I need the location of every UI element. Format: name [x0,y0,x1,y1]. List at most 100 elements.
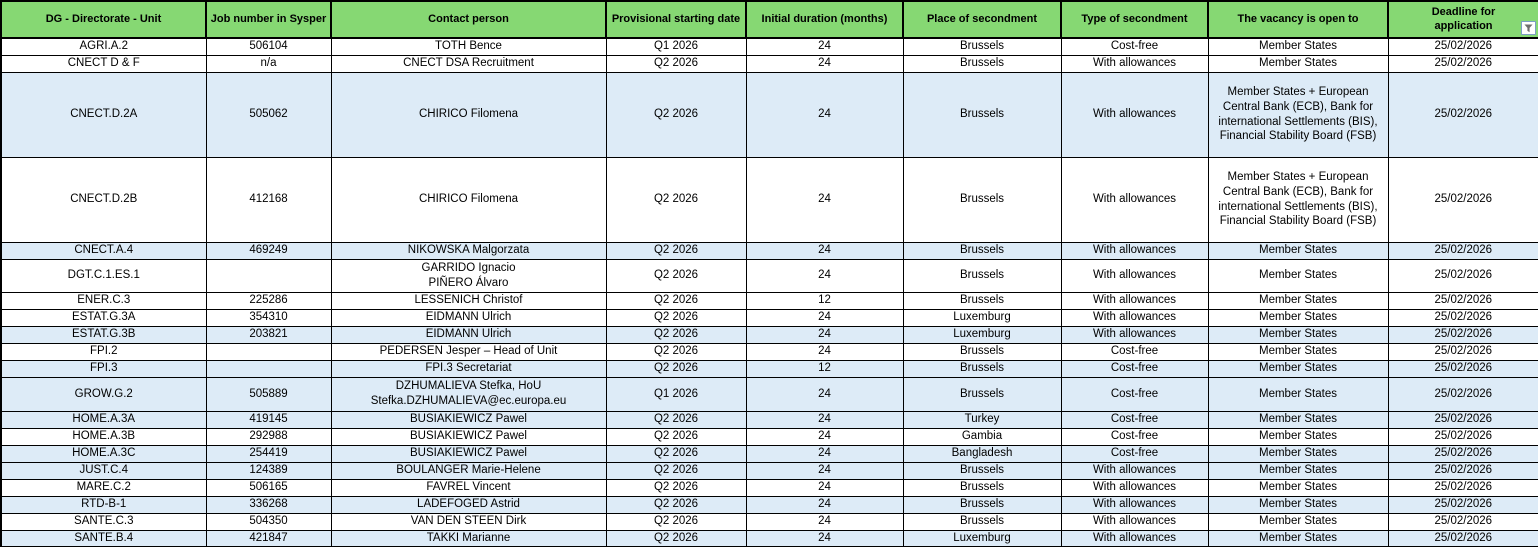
cell-type[interactable]: With allowances [1060,258,1209,293]
cell-deadline[interactable]: 25/02/2026 [1387,291,1538,310]
cell-dg[interactable]: HOME.A.3A [0,410,207,429]
cell-deadline[interactable]: 25/02/2026 [1387,529,1538,547]
cell-open-to[interactable]: Member States [1207,342,1389,361]
cell-dg[interactable]: CNECT.A.4 [0,241,207,260]
cell-duration[interactable]: 24 [745,512,904,531]
cell-job-number[interactable]: n/a [205,54,332,73]
cell-deadline[interactable]: 25/02/2026 [1387,495,1538,514]
cell-open-to[interactable]: Member States [1207,512,1389,531]
cell-place[interactable]: Brussels [902,461,1062,480]
cell-duration[interactable]: 24 [745,376,904,412]
cell-type[interactable]: With allowances [1060,308,1209,327]
cell-start[interactable]: Q2 2026 [605,156,747,243]
cell-open-to[interactable]: Member States [1207,478,1389,497]
column-header-place[interactable]: Place of secondment [902,0,1062,39]
cell-start[interactable]: Q1 2026 [605,376,747,412]
cell-contact[interactable]: DZHUMALIEVA Stefka, HoU Stefka.DZHUMALIE… [330,376,607,412]
cell-job-number[interactable]: 505062 [205,71,332,158]
cell-start[interactable]: Q2 2026 [605,512,747,531]
cell-deadline[interactable]: 25/02/2026 [1387,156,1538,243]
cell-place[interactable]: Brussels [902,478,1062,497]
cell-open-to[interactable]: Member States [1207,37,1389,56]
cell-type[interactable]: With allowances [1060,71,1209,158]
cell-job-number[interactable]: 506165 [205,478,332,497]
cell-dg[interactable]: SANTE.B.4 [0,529,207,547]
cell-job-number[interactable]: 419145 [205,410,332,429]
cell-contact[interactable]: FPI.3 Secretariat [330,359,607,378]
cell-type[interactable]: Cost-free [1060,37,1209,56]
cell-type[interactable]: With allowances [1060,495,1209,514]
cell-place[interactable]: Brussels [902,291,1062,310]
cell-type[interactable]: With allowances [1060,478,1209,497]
cell-start[interactable]: Q2 2026 [605,71,747,158]
cell-duration[interactable]: 24 [745,71,904,158]
cell-place[interactable]: Brussels [902,71,1062,158]
cell-place[interactable]: Bangladesh [902,444,1062,463]
cell-dg[interactable]: GROW.G.2 [0,376,207,412]
cell-dg[interactable]: RTD-B-1 [0,495,207,514]
cell-place[interactable]: Brussels [902,37,1062,56]
cell-place[interactable]: Luxemburg [902,325,1062,344]
cell-deadline[interactable]: 25/02/2026 [1387,54,1538,73]
cell-type[interactable]: With allowances [1060,325,1209,344]
cell-deadline[interactable]: 25/02/2026 [1387,478,1538,497]
cell-open-to[interactable]: Member States [1207,308,1389,327]
cell-duration[interactable]: 24 [745,478,904,497]
cell-type[interactable]: With allowances [1060,461,1209,480]
cell-dg[interactable]: CNECT.D.2B [0,156,207,243]
cell-deadline[interactable]: 25/02/2026 [1387,258,1538,293]
cell-job-number[interactable] [205,258,332,293]
cell-place[interactable]: Brussels [902,342,1062,361]
cell-dg[interactable]: CNECT.D.2A [0,71,207,158]
cell-contact[interactable]: CHIRICO Filomena [330,156,607,243]
cell-start[interactable]: Q2 2026 [605,461,747,480]
cell-dg[interactable]: CNECT D & F [0,54,207,73]
cell-duration[interactable]: 24 [745,444,904,463]
cell-place[interactable]: Brussels [902,54,1062,73]
cell-dg[interactable]: HOME.A.3B [0,427,207,446]
cell-contact[interactable]: FAVREL Vincent [330,478,607,497]
cell-type[interactable]: With allowances [1060,291,1209,310]
cell-start[interactable]: Q2 2026 [605,241,747,260]
cell-type[interactable]: With allowances [1060,512,1209,531]
cell-deadline[interactable]: 25/02/2026 [1387,512,1538,531]
cell-open-to[interactable]: Member States [1207,495,1389,514]
cell-deadline[interactable]: 25/02/2026 [1387,325,1538,344]
cell-type[interactable]: Cost-free [1060,444,1209,463]
column-header-duration[interactable]: Initial duration (months) [745,0,904,39]
cell-start[interactable]: Q2 2026 [605,495,747,514]
cell-type[interactable]: With allowances [1060,241,1209,260]
column-header-open-to[interactable]: The vacancy is open to [1207,0,1389,39]
cell-place[interactable]: Turkey [902,410,1062,429]
cell-open-to[interactable]: Member States [1207,529,1389,547]
cell-job-number[interactable]: 469249 [205,241,332,260]
cell-duration[interactable]: 12 [745,291,904,310]
cell-place[interactable]: Luxemburg [902,529,1062,547]
cell-place[interactable]: Luxemburg [902,308,1062,327]
cell-place[interactable]: Brussels [902,495,1062,514]
cell-duration[interactable]: 12 [745,359,904,378]
cell-dg[interactable]: ESTAT.G.3B [0,325,207,344]
cell-open-to[interactable]: Member States + European Central Bank (E… [1207,71,1389,158]
cell-open-to[interactable]: Member States [1207,410,1389,429]
cell-place[interactable]: Brussels [902,241,1062,260]
cell-deadline[interactable]: 25/02/2026 [1387,444,1538,463]
cell-deadline[interactable]: 25/02/2026 [1387,308,1538,327]
cell-duration[interactable]: 24 [745,308,904,327]
cell-dg[interactable]: DGT.C.1.ES.1 [0,258,207,293]
cell-start[interactable]: Q2 2026 [605,410,747,429]
cell-job-number[interactable] [205,342,332,361]
cell-job-number[interactable]: 225286 [205,291,332,310]
cell-contact[interactable]: LADEFOGED Astrid [330,495,607,514]
cell-open-to[interactable]: Member States [1207,241,1389,260]
cell-duration[interactable]: 24 [745,325,904,344]
cell-dg[interactable]: HOME.A.3C [0,444,207,463]
cell-start[interactable]: Q2 2026 [605,54,747,73]
cell-contact[interactable]: PEDERSEN Jesper – Head of Unit [330,342,607,361]
cell-contact[interactable]: EIDMANN Ulrich [330,325,607,344]
cell-start[interactable]: Q2 2026 [605,291,747,310]
cell-duration[interactable]: 24 [745,54,904,73]
cell-type[interactable]: Cost-free [1060,410,1209,429]
cell-contact[interactable]: CHIRICO Filomena [330,71,607,158]
cell-contact[interactable]: BUSIAKIEWICZ Pawel [330,444,607,463]
